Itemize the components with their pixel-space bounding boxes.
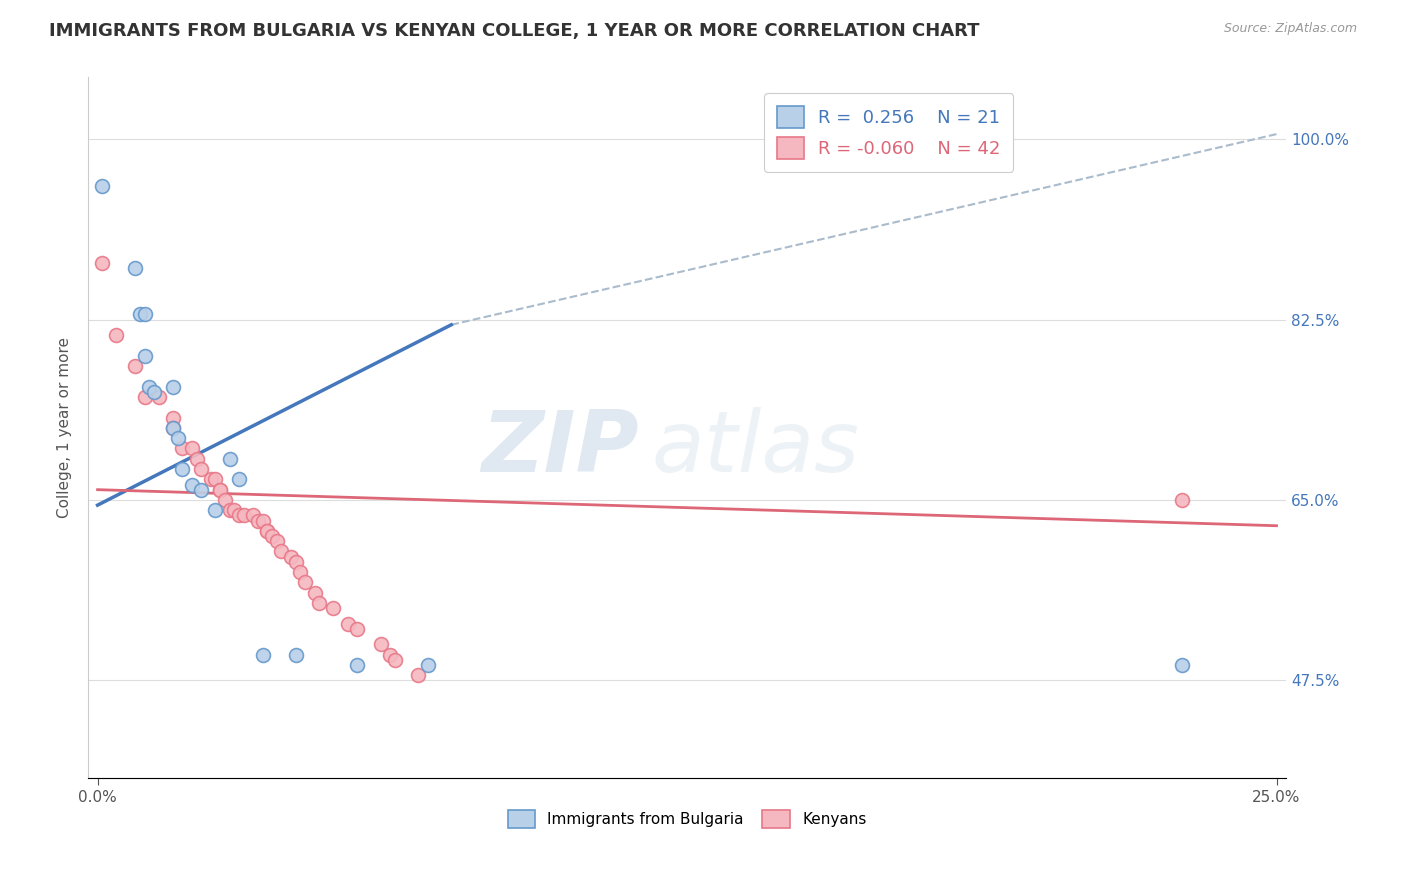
Point <box>186 451 208 466</box>
Point <box>129 308 152 322</box>
Point <box>304 585 326 599</box>
Point <box>384 653 406 667</box>
Point <box>232 508 254 523</box>
Point <box>1171 493 1194 508</box>
Point <box>200 472 222 486</box>
Point <box>228 472 250 486</box>
Point <box>252 648 274 662</box>
Point <box>1171 657 1194 672</box>
Point <box>224 503 246 517</box>
Point <box>124 261 146 276</box>
Point <box>162 379 184 393</box>
Point <box>294 575 316 590</box>
Text: ZIP: ZIP <box>481 408 640 491</box>
Point <box>138 379 160 393</box>
Point <box>162 421 184 435</box>
Point <box>308 596 330 610</box>
Point <box>290 565 312 579</box>
Point <box>190 462 212 476</box>
Point <box>270 544 292 558</box>
Point <box>218 451 240 466</box>
Point <box>228 508 250 523</box>
Point <box>378 648 401 662</box>
Point <box>266 534 288 549</box>
Point <box>134 390 156 404</box>
Point <box>134 349 156 363</box>
Point <box>209 483 232 497</box>
Point <box>148 390 170 404</box>
Point <box>284 555 307 569</box>
Point <box>280 549 302 564</box>
Point <box>262 529 284 543</box>
Point <box>336 616 359 631</box>
Point <box>406 668 429 682</box>
Text: Source: ZipAtlas.com: Source: ZipAtlas.com <box>1223 22 1357 36</box>
Point <box>134 308 156 322</box>
Point <box>370 637 392 651</box>
Point <box>284 648 307 662</box>
Point <box>166 431 188 445</box>
Point <box>218 503 240 517</box>
Y-axis label: College, 1 year or more: College, 1 year or more <box>58 337 72 518</box>
Text: IMMIGRANTS FROM BULGARIA VS KENYAN COLLEGE, 1 YEAR OR MORE CORRELATION CHART: IMMIGRANTS FROM BULGARIA VS KENYAN COLLE… <box>49 22 980 40</box>
Point <box>91 178 114 193</box>
Point <box>162 410 184 425</box>
Point <box>242 508 264 523</box>
Point <box>416 657 439 672</box>
Point <box>204 472 226 486</box>
Point <box>346 622 368 636</box>
Point <box>91 256 114 270</box>
Legend: Immigrants from Bulgaria, Kenyans: Immigrants from Bulgaria, Kenyans <box>502 804 873 834</box>
Text: atlas: atlas <box>651 408 859 491</box>
Point <box>209 483 232 497</box>
Point <box>256 524 278 538</box>
Point <box>256 524 278 538</box>
Point <box>180 477 202 491</box>
Point <box>162 421 184 435</box>
Point <box>252 514 274 528</box>
Point <box>124 359 146 373</box>
Point <box>172 442 194 456</box>
Point <box>143 384 166 399</box>
Point <box>172 462 194 476</box>
Point <box>190 483 212 497</box>
Point <box>322 601 344 615</box>
Point <box>246 514 269 528</box>
Point <box>214 493 236 508</box>
Point <box>204 503 226 517</box>
Point <box>346 657 368 672</box>
Point <box>105 328 128 343</box>
Point <box>180 442 202 456</box>
